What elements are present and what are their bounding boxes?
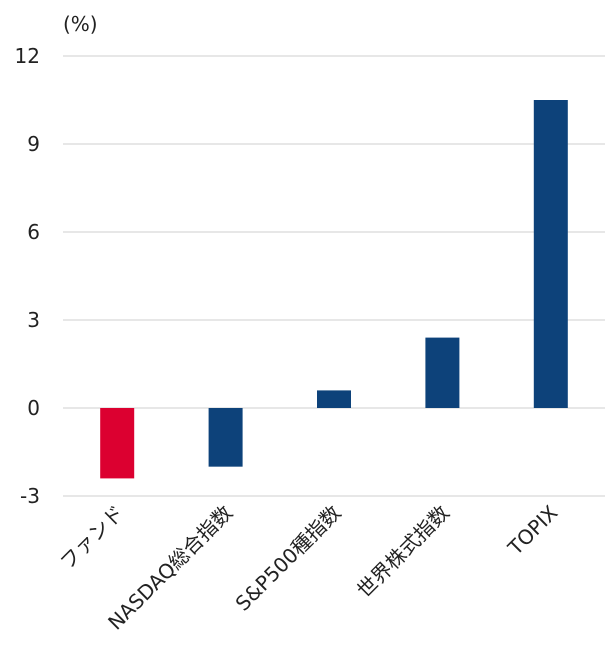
bar <box>425 337 460 408</box>
y-tick-label: 9 <box>27 132 40 156</box>
y-tick-label: 12 <box>15 44 40 68</box>
x-category-label: S&P500種指数 <box>231 501 346 616</box>
y-axis-tick-labels: 12 9 6 3 0 -3 <box>15 44 40 508</box>
bar <box>208 408 243 467</box>
y-tick-label: 3 <box>27 308 40 332</box>
x-category-label: TOPIX <box>502 500 562 560</box>
x-category-label: ファンド <box>55 501 129 575</box>
bars <box>100 100 568 479</box>
y-tick-label: -3 <box>20 484 40 508</box>
y-tick-label: 6 <box>27 220 40 244</box>
y-axis-unit-label: (%) <box>63 12 98 36</box>
bar <box>317 390 351 408</box>
bar <box>533 100 568 408</box>
x-category-label: 世界株式指数 <box>352 501 454 603</box>
bar <box>100 408 135 479</box>
y-tick-label: 0 <box>27 396 40 420</box>
gridlines <box>63 55 605 497</box>
